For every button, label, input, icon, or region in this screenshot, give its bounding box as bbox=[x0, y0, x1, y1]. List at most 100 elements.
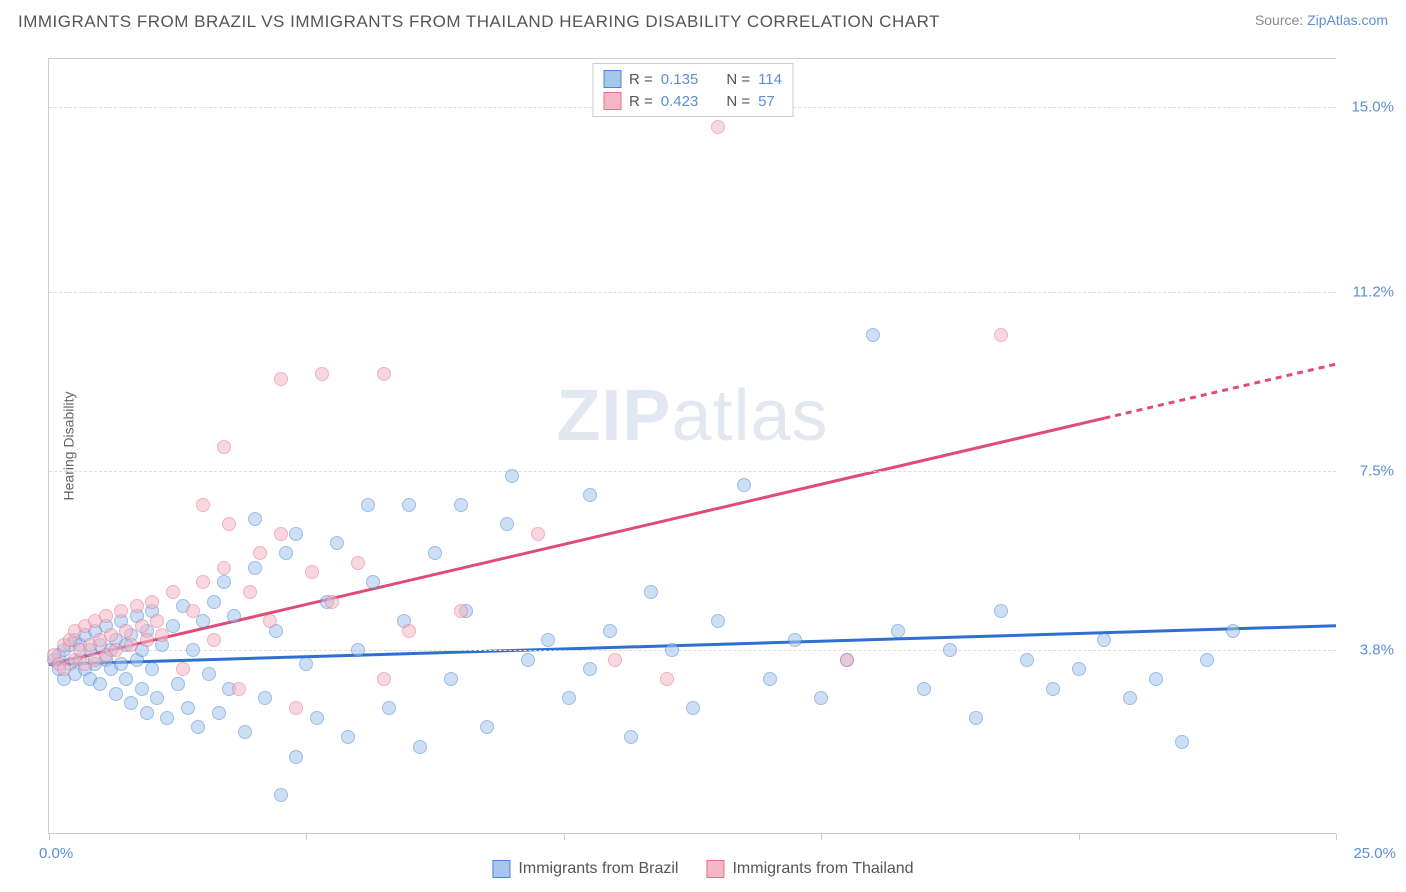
data-point bbox=[186, 604, 200, 618]
x-tick bbox=[49, 834, 50, 840]
data-point bbox=[402, 498, 416, 512]
data-point bbox=[361, 498, 375, 512]
data-point bbox=[330, 536, 344, 550]
data-point bbox=[711, 120, 725, 134]
data-point bbox=[1046, 682, 1060, 696]
data-point bbox=[665, 643, 679, 657]
data-point bbox=[480, 720, 494, 734]
y-tick-label: 3.8% bbox=[1360, 641, 1394, 658]
series-name: Immigrants from Thailand bbox=[732, 860, 913, 878]
data-point bbox=[402, 624, 416, 638]
data-point bbox=[500, 517, 514, 531]
data-point bbox=[994, 328, 1008, 342]
data-point bbox=[624, 730, 638, 744]
x-tick bbox=[306, 834, 307, 840]
source-link[interactable]: ZipAtlas.com bbox=[1307, 12, 1388, 28]
data-point bbox=[1149, 672, 1163, 686]
x-axis-max: 25.0% bbox=[1353, 845, 1396, 862]
data-point bbox=[140, 706, 154, 720]
data-point bbox=[289, 750, 303, 764]
grid-line bbox=[49, 471, 1336, 472]
data-point bbox=[608, 653, 622, 667]
grid-line bbox=[49, 650, 1336, 651]
y-tick-label: 15.0% bbox=[1351, 99, 1394, 116]
r-label: R = bbox=[629, 93, 653, 110]
data-point bbox=[1020, 653, 1034, 667]
r-value: 0.423 bbox=[661, 93, 699, 110]
data-point bbox=[114, 657, 128, 671]
data-point bbox=[207, 633, 221, 647]
source-prefix: Source: bbox=[1255, 12, 1307, 28]
data-point bbox=[253, 546, 267, 560]
data-point bbox=[135, 682, 149, 696]
data-point bbox=[222, 517, 236, 531]
series-name: Immigrants from Brazil bbox=[518, 860, 678, 878]
x-tick bbox=[821, 834, 822, 840]
data-point bbox=[150, 691, 164, 705]
data-point bbox=[176, 662, 190, 676]
data-point bbox=[155, 628, 169, 642]
data-point bbox=[505, 469, 519, 483]
r-label: R = bbox=[629, 71, 653, 88]
data-point bbox=[227, 609, 241, 623]
data-point bbox=[1226, 624, 1240, 638]
data-point bbox=[299, 657, 313, 671]
legend-stats-row: R = 0.135 N = 114 bbox=[603, 68, 782, 90]
n-value: 114 bbox=[758, 71, 782, 88]
n-label: N = bbox=[726, 93, 750, 110]
data-point bbox=[660, 672, 674, 686]
data-point bbox=[160, 711, 174, 725]
data-point bbox=[263, 614, 277, 628]
data-point bbox=[583, 488, 597, 502]
chart-title: IMMIGRANTS FROM BRAZIL VS IMMIGRANTS FRO… bbox=[18, 12, 940, 32]
x-tick bbox=[1336, 834, 1337, 840]
data-point bbox=[109, 687, 123, 701]
data-point bbox=[969, 711, 983, 725]
data-point bbox=[124, 638, 138, 652]
data-point bbox=[737, 478, 751, 492]
x-axis bbox=[49, 833, 1336, 834]
data-point bbox=[763, 672, 777, 686]
x-tick bbox=[564, 834, 565, 840]
data-point bbox=[840, 653, 854, 667]
data-point bbox=[196, 498, 210, 512]
data-point bbox=[217, 440, 231, 454]
data-point bbox=[1072, 662, 1086, 676]
legend-series: Immigrants from Brazil Immigrants from T… bbox=[492, 860, 913, 878]
data-point bbox=[238, 725, 252, 739]
data-point bbox=[305, 565, 319, 579]
data-point bbox=[217, 575, 231, 589]
watermark: ZIPatlas bbox=[556, 375, 828, 457]
data-point bbox=[382, 701, 396, 715]
data-point bbox=[310, 711, 324, 725]
data-point bbox=[248, 561, 262, 575]
legend-item: Immigrants from Brazil bbox=[492, 860, 678, 878]
data-point bbox=[109, 643, 123, 657]
data-point bbox=[212, 706, 226, 720]
data-point bbox=[145, 595, 159, 609]
data-point bbox=[644, 585, 658, 599]
data-point bbox=[243, 585, 257, 599]
data-point bbox=[377, 367, 391, 381]
data-point bbox=[274, 788, 288, 802]
x-axis-min: 0.0% bbox=[39, 845, 73, 862]
data-point bbox=[413, 740, 427, 754]
data-point bbox=[315, 367, 329, 381]
data-point bbox=[202, 667, 216, 681]
r-value: 0.135 bbox=[661, 71, 699, 88]
data-point bbox=[377, 672, 391, 686]
series-swatch bbox=[706, 860, 724, 878]
data-point bbox=[119, 672, 133, 686]
data-point bbox=[196, 575, 210, 589]
data-point bbox=[351, 643, 365, 657]
data-point bbox=[583, 662, 597, 676]
data-point bbox=[181, 701, 195, 715]
data-point bbox=[562, 691, 576, 705]
source-attribution: Source: ZipAtlas.com bbox=[1255, 12, 1388, 28]
data-point bbox=[217, 561, 231, 575]
data-point bbox=[191, 720, 205, 734]
n-value: 57 bbox=[758, 93, 775, 110]
series-swatch bbox=[603, 70, 621, 88]
data-point bbox=[289, 527, 303, 541]
series-swatch bbox=[492, 860, 510, 878]
